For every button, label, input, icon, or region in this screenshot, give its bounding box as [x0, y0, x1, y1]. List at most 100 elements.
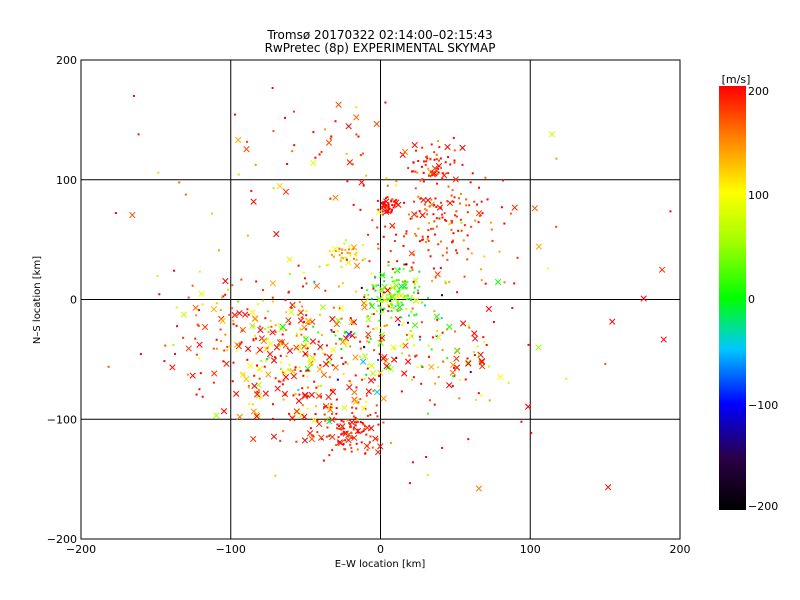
scatter-dot-marker: [246, 308, 249, 311]
scatter-dot-marker: [363, 293, 366, 296]
scatter-dot-marker: [376, 199, 379, 202]
scatter-cross-marker: [269, 329, 276, 336]
scatter-dot-marker: [350, 436, 353, 439]
scatter-cross-marker: [390, 356, 398, 363]
scatter-dot-marker: [410, 310, 413, 313]
scatter-cross-marker: [449, 361, 457, 369]
scatter-dot-marker: [197, 324, 200, 327]
scatter-cross-marker: [604, 484, 612, 491]
scatter-cross-marker: [395, 201, 402, 208]
scatter-dot-marker: [306, 395, 309, 398]
scatter-cross-marker: [309, 338, 317, 345]
scatter-dot-marker: [511, 307, 514, 310]
scatter-dot-marker: [319, 364, 322, 367]
scatter-dot-marker: [469, 181, 472, 184]
scatter-dot-marker: [401, 352, 404, 355]
scatter-dot-marker: [312, 325, 315, 328]
scatter-dot-marker: [390, 209, 393, 212]
scatter-dot-marker: [439, 157, 442, 160]
scatter-dot-marker: [344, 248, 347, 251]
scatter-dot-marker: [379, 340, 382, 343]
scatter-cross-marker: [524, 403, 532, 410]
scatter-dot-marker: [397, 279, 400, 282]
scatter-cross-marker: [441, 172, 448, 179]
scatter-dot-marker: [482, 336, 485, 339]
scatter-dot-marker: [331, 364, 334, 367]
scatter-dot-marker: [314, 359, 317, 362]
scatter-dot-marker: [285, 311, 288, 314]
scatter-dot-marker: [329, 406, 332, 409]
scatter-dot-marker: [457, 197, 460, 200]
scatter-dot-marker: [405, 333, 408, 336]
scatter-dot-marker: [376, 415, 379, 418]
scatter-dot-marker: [304, 335, 307, 338]
scatter-dot-marker: [357, 135, 360, 138]
scatter-dot-marker: [346, 363, 349, 366]
scatter-dot-marker: [408, 297, 411, 300]
scatter-cross-marker: [345, 330, 352, 338]
scatter-cross-marker: [511, 204, 518, 211]
scatter-dot-marker: [389, 250, 392, 253]
scatter-dot-marker: [270, 325, 273, 328]
scatter-dot-marker: [478, 354, 481, 357]
scatter-dot-marker: [452, 375, 455, 378]
scatter-dot-marker: [397, 293, 400, 296]
scatter-dot-marker: [373, 349, 376, 352]
scatter-dot-marker: [298, 366, 301, 369]
scatter-cross-marker: [394, 315, 402, 323]
scatter-dot-marker: [322, 459, 325, 462]
scatter-cross-marker: [129, 211, 136, 219]
scatter-cross-marker: [236, 309, 243, 317]
scatter-dot-marker: [407, 213, 410, 216]
scatter-cross-marker: [374, 449, 382, 456]
scatter-dot-marker: [451, 239, 454, 242]
scatter-dot-marker: [298, 393, 301, 396]
scatter-cross-marker: [333, 320, 340, 328]
chart-title: Tromsø 20170322 02:14:00–02:15:43: [266, 28, 492, 42]
scatter-dot-marker: [212, 347, 215, 350]
scatter-dot-marker: [450, 228, 453, 231]
scatter-cross-marker: [360, 405, 367, 412]
scatter-dot-marker: [356, 418, 359, 421]
scatter-dot-marker: [421, 165, 424, 168]
scatter-cross-marker: [341, 404, 348, 412]
scatter-dot-marker: [453, 161, 456, 164]
scatter-dot-marker: [369, 302, 372, 305]
scatter-dot-marker: [410, 217, 413, 220]
scatter-dot-marker: [287, 291, 290, 294]
scatter-dot-marker: [444, 218, 447, 221]
scatter-dot-marker: [420, 382, 423, 385]
scatter-dot-marker: [305, 369, 308, 372]
scatter-dot-marker: [338, 338, 341, 341]
scatter-dot-marker: [359, 421, 362, 424]
scatter-dot-marker: [417, 195, 420, 198]
scatter-cross-marker: [485, 305, 492, 313]
scatter-dot-marker: [396, 301, 399, 304]
scatter-dot-marker: [436, 318, 439, 321]
scatter-dot-marker: [300, 333, 303, 336]
scatter-dot-marker: [351, 163, 354, 166]
scatter-dot-marker: [396, 295, 399, 298]
scatter-cross-marker: [241, 311, 249, 318]
scatter-dot-marker: [306, 386, 309, 389]
scatter-dot-marker: [352, 248, 355, 251]
scatter-dot-marker: [279, 342, 282, 345]
scatter-dot-marker: [395, 233, 398, 236]
scatter-cross-marker: [420, 196, 427, 204]
scatter-cross-marker: [307, 357, 314, 364]
scatter-dot-marker: [438, 146, 441, 149]
scatter-cross-marker: [453, 355, 460, 362]
scatter-dot-marker: [381, 308, 384, 311]
scatter-dot-marker: [432, 227, 435, 230]
scatter-dot-marker: [313, 280, 316, 283]
scatter-cross-marker: [411, 141, 418, 149]
colorbar-unit-label: [m/s]: [722, 73, 751, 86]
scatter-dot-marker: [279, 354, 282, 357]
scatter-dot-marker: [367, 325, 370, 328]
scatter-dot-marker: [247, 313, 250, 316]
scatter-cross-marker: [308, 391, 315, 399]
scatter-dot-marker: [344, 239, 347, 242]
scatter-dot-marker: [317, 385, 320, 388]
scatter-dot-marker: [343, 331, 346, 334]
